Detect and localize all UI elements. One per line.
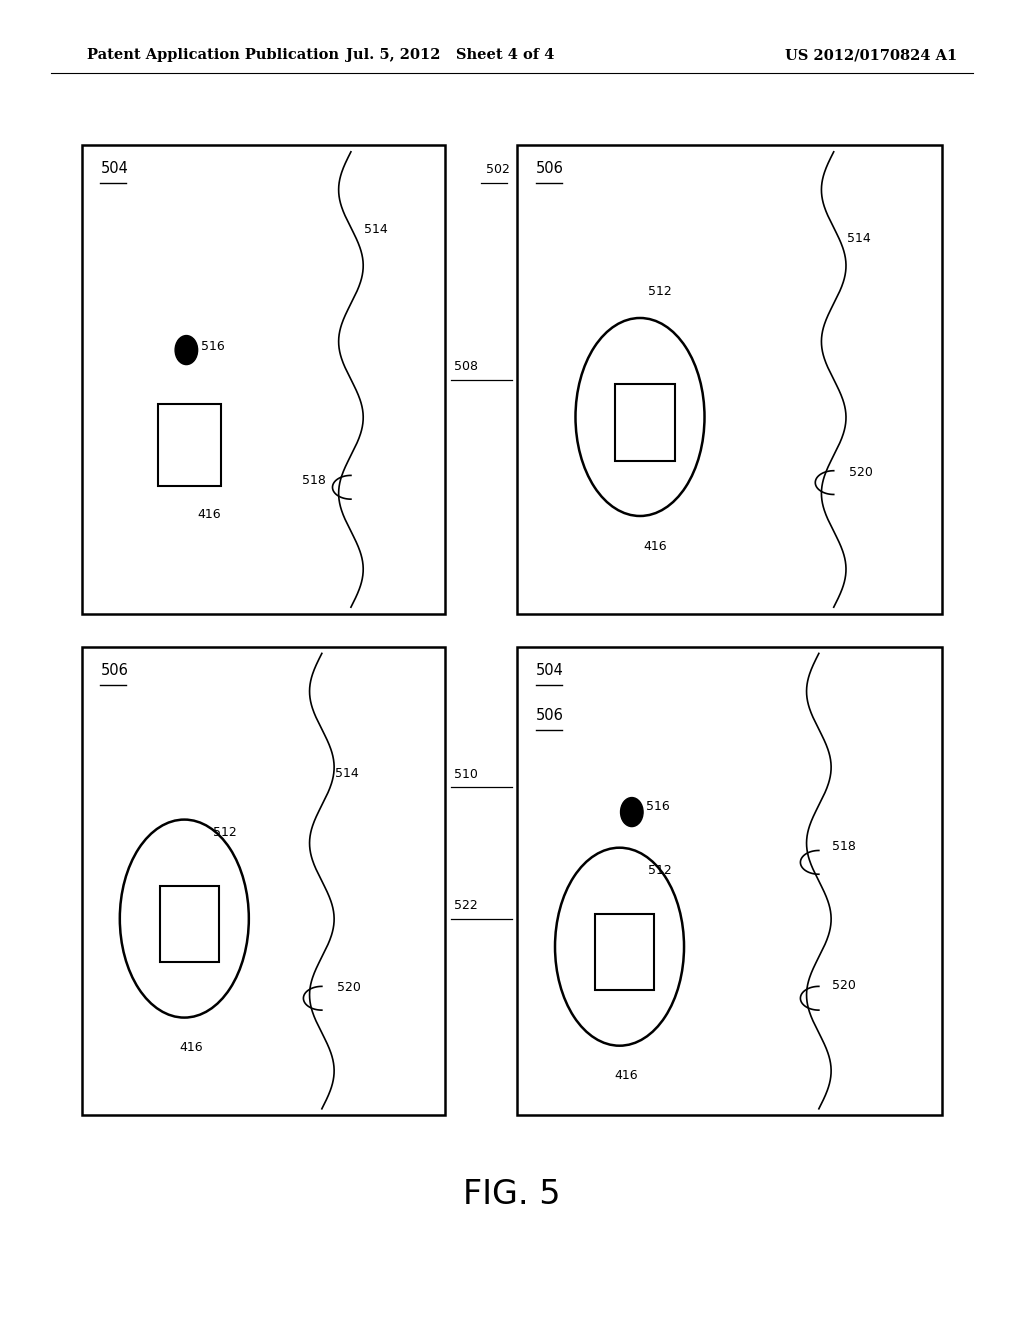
- Text: 516: 516: [646, 800, 670, 813]
- Bar: [615, 384, 675, 461]
- Bar: [82, 647, 445, 1115]
- Text: 508: 508: [454, 360, 477, 372]
- Text: 516: 516: [201, 339, 224, 352]
- Text: 520: 520: [833, 978, 856, 991]
- Text: 416: 416: [179, 1041, 203, 1055]
- Text: 514: 514: [335, 767, 358, 780]
- Text: 416: 416: [614, 1069, 638, 1082]
- Text: 504: 504: [100, 161, 128, 176]
- Text: 416: 416: [198, 508, 221, 521]
- Text: 504: 504: [536, 663, 563, 677]
- Text: 522: 522: [454, 899, 477, 912]
- Bar: [158, 404, 221, 486]
- Bar: [517, 145, 942, 614]
- Text: 514: 514: [365, 223, 388, 236]
- Text: 510: 510: [454, 768, 477, 781]
- Bar: [160, 886, 219, 962]
- Circle shape: [175, 335, 198, 364]
- Text: 506: 506: [536, 161, 563, 176]
- Text: 512: 512: [648, 285, 672, 298]
- Text: 520: 520: [337, 981, 361, 994]
- Bar: [595, 913, 654, 990]
- Circle shape: [621, 797, 643, 826]
- Bar: [82, 145, 445, 614]
- Text: 518: 518: [833, 840, 856, 853]
- Bar: [517, 647, 942, 1115]
- Text: 416: 416: [643, 540, 667, 553]
- Text: 502: 502: [486, 164, 510, 176]
- Text: 520: 520: [849, 466, 872, 479]
- Text: 512: 512: [213, 826, 237, 840]
- Text: 512: 512: [648, 863, 672, 876]
- Text: 518: 518: [302, 474, 326, 487]
- Text: 506: 506: [100, 663, 128, 677]
- Text: 514: 514: [847, 232, 870, 246]
- Text: US 2012/0170824 A1: US 2012/0170824 A1: [785, 49, 957, 62]
- Text: Patent Application Publication: Patent Application Publication: [87, 49, 339, 62]
- Text: 506: 506: [536, 708, 563, 722]
- Text: Jul. 5, 2012   Sheet 4 of 4: Jul. 5, 2012 Sheet 4 of 4: [346, 49, 555, 62]
- Text: FIG. 5: FIG. 5: [463, 1177, 561, 1212]
